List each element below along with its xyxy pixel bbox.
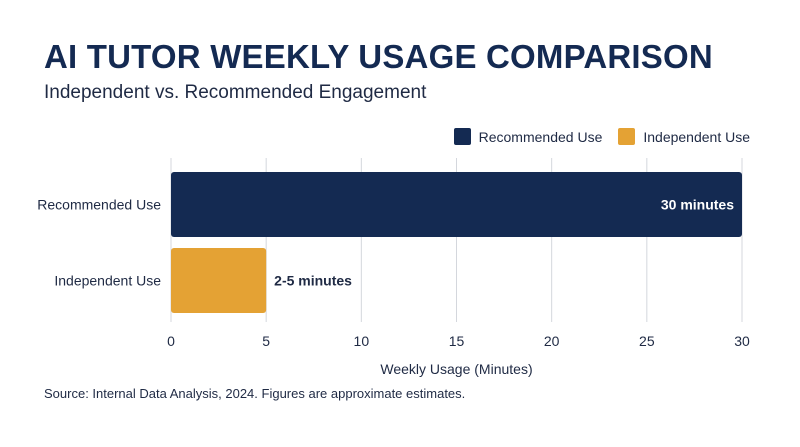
x-axis-title: Weekly Usage (Minutes) (380, 361, 532, 377)
chart-title: AI TUTOR WEEKLY USAGE COMPARISON (44, 38, 713, 75)
chart-subtitle: Independent vs. Recommended Engagement (44, 82, 427, 103)
legend-swatch-recommended (453, 128, 471, 145)
legend-label-recommended: Recommended Use (478, 128, 603, 145)
data-label-recommended-use: 30 minutes (661, 197, 734, 213)
x-tick-label-25: 25 (639, 333, 655, 349)
x-tick-label-30: 30 (734, 333, 750, 349)
legend-item-recommended: Recommended Use (453, 128, 603, 145)
x-tick-label-0: 0 (167, 333, 175, 349)
source-note: Source: Internal Data Analysis, 2024. Fi… (44, 386, 466, 401)
bar-recommended-use (171, 172, 742, 237)
legend-item-independent: Independent Use (618, 128, 750, 145)
y-tick-label-independent-use: Independent Use (54, 273, 161, 289)
x-tick-label-10: 10 (354, 333, 370, 349)
y-tick-label-recommended-use: Recommended Use (37, 197, 161, 213)
legend-label-independent: Independent Use (643, 128, 750, 145)
data-label-independent-use: 2-5 minutes (274, 273, 352, 289)
chart-legend: Recommended Use Independent Use (438, 128, 750, 145)
bar-independent-use (171, 248, 267, 313)
legend-swatch-independent (618, 128, 636, 145)
x-tick-label-5: 5 (262, 333, 270, 349)
x-tick-label-20: 20 (544, 333, 560, 349)
x-tick-label-15: 15 (449, 333, 465, 349)
